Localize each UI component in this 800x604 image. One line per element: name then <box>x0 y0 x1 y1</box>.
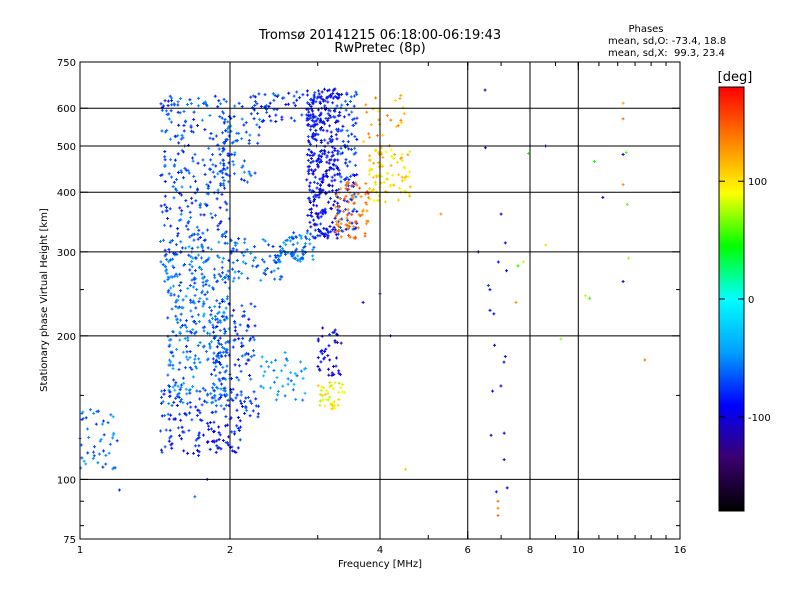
y-tick-label: 200 <box>57 332 76 343</box>
stats-o-line: mean, sd,O: -73.4, 18.8 <box>608 36 726 47</box>
y-tick-label: 500 <box>57 142 76 153</box>
y-tick-label: 750 <box>57 58 76 69</box>
x-tick-label: 10 <box>572 545 585 556</box>
colorbar-tick-label: 0 <box>748 295 754 306</box>
y-tick-label: 75 <box>63 535 76 546</box>
stats-heading: Phases <box>628 24 663 35</box>
x-tick-label: 16 <box>674 545 687 556</box>
y-tick-label: 400 <box>57 188 76 199</box>
colorbar-tick-label: -100 <box>748 413 771 424</box>
x-tick-label: 6 <box>465 545 471 556</box>
chart-subtitle: RwPretec (8p) <box>334 41 425 56</box>
y-tick-label: 300 <box>57 248 76 259</box>
y-axis-label: Stationary phase Virtual Height [km] <box>39 208 50 392</box>
x-tick-label: 4 <box>377 545 383 556</box>
colorbar-label: [deg] <box>718 70 753 85</box>
x-tick-label: 8 <box>527 545 533 556</box>
x-axis-label: Frequency [MHz] <box>338 559 422 570</box>
colorbar-tick-label: 100 <box>748 177 767 188</box>
x-tick-label: 1 <box>77 545 83 556</box>
y-tick-label: 600 <box>57 104 76 115</box>
stats-x-line: mean, sd,X: 99.3, 23.4 <box>608 48 725 59</box>
x-tick-label: 2 <box>227 545 233 556</box>
y-tick-label: 100 <box>57 475 76 486</box>
